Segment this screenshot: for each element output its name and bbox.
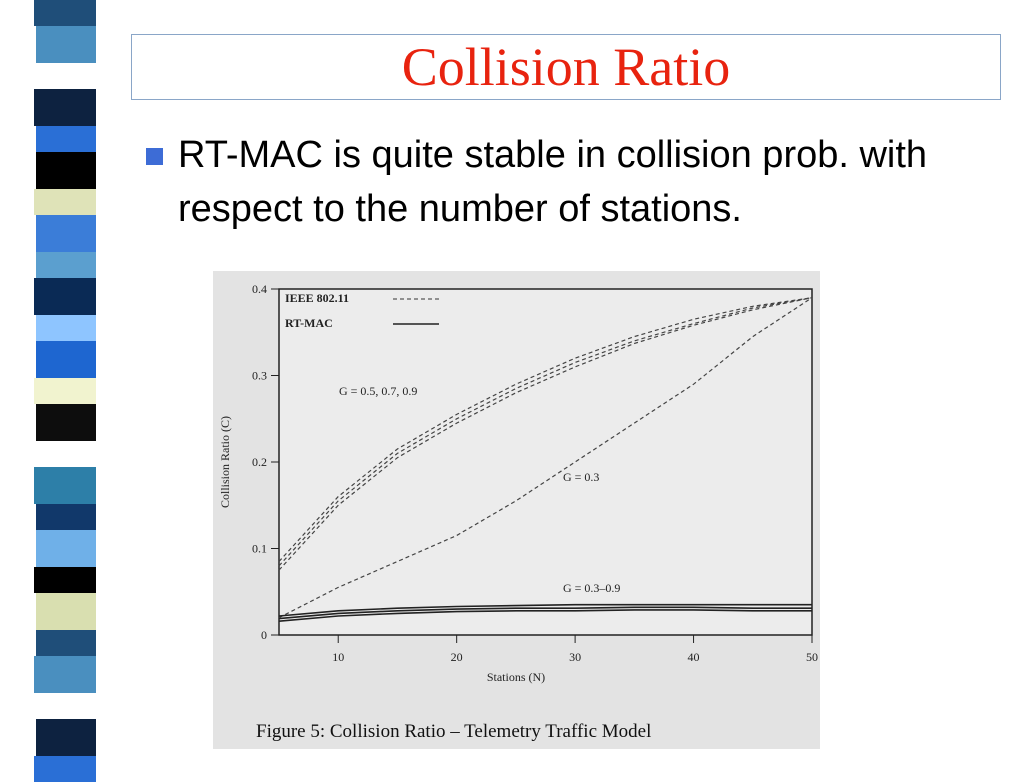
legend-label-ieee: IEEE 802.11	[285, 291, 349, 305]
stripe-band	[36, 504, 96, 530]
series-lines	[278, 297, 813, 622]
stripe-band	[34, 378, 96, 404]
collision-ratio-chart: 0 0.1 0.2 0.3 0.4 10 20 30 40 50 IEEE 802.11 RT-M…	[213, 271, 820, 749]
figure-caption: Figure 5: Collision Ratio – Telemetry Tr…	[256, 721, 651, 742]
stripe-band	[36, 693, 96, 719]
stripe-band	[36, 630, 96, 656]
stripe-band	[36, 404, 96, 441]
y-tick-label: 0.1	[252, 542, 267, 556]
plot-frame	[278, 288, 813, 636]
stripe-band	[34, 0, 96, 26]
stripe-band	[36, 719, 96, 756]
title-box: Collision Ratio	[131, 34, 1001, 100]
annotation-g-03: G = 0.3	[563, 470, 599, 484]
legend-label-rtmac: RT-MAC	[285, 316, 333, 330]
ieee-series-line	[278, 297, 813, 562]
stripe-band	[36, 126, 96, 152]
scanned-figure: 0 0.1 0.2 0.3 0.4 10 20 30 40 50 IEEE 802.11 RT-M…	[213, 271, 820, 749]
x-tick-label: 20	[451, 650, 463, 664]
bullet-square-icon	[146, 148, 163, 165]
y-tick-label: 0.2	[252, 455, 267, 469]
stripe-band	[34, 278, 96, 315]
ieee-series-line	[278, 297, 813, 567]
slide-title: Collision Ratio	[401, 37, 731, 97]
stripe-band	[34, 656, 96, 693]
stripe-band	[34, 467, 96, 504]
stripe-band	[36, 441, 96, 467]
stripe-band	[36, 215, 96, 252]
annotation-g-range: G = 0.3–0.9	[563, 581, 620, 595]
stripe-band	[36, 63, 96, 89]
ieee-series-line	[278, 297, 813, 571]
annotation-g-high: G = 0.5, 0.7, 0.9	[339, 384, 417, 398]
stripe-band	[34, 89, 96, 126]
rtmac-series-line	[278, 606, 812, 620]
legend: IEEE 802.11 RT-MAC	[285, 291, 439, 330]
stripe-band	[36, 315, 96, 341]
stripe-band	[36, 152, 96, 189]
stripe-band	[34, 189, 96, 215]
x-tick-label: 30	[569, 650, 581, 664]
y-axis-label: Collision Ratio (C)	[218, 416, 232, 508]
ieee-series-line	[278, 297, 813, 619]
stripe-band	[36, 593, 96, 630]
axis-ticks: 0 0.1 0.2 0.3 0.4 10 20 30 40 50	[252, 282, 818, 664]
x-axis-label: Stations (N)	[487, 670, 545, 684]
bullet-text: RT-MAC is quite stable in collision prob…	[178, 134, 928, 230]
y-tick-label: 0.3	[252, 369, 267, 383]
stripe-band	[36, 252, 96, 278]
stripe-band	[36, 530, 96, 567]
stripe-band	[34, 567, 96, 593]
rtmac-series-line	[278, 603, 812, 617]
y-tick-label: 0	[261, 628, 267, 642]
y-tick-label: 0.4	[252, 282, 267, 296]
x-tick-label: 10	[332, 650, 344, 664]
stripe-band	[34, 756, 96, 782]
rtmac-series-line	[278, 609, 812, 622]
x-tick-label: 50	[806, 650, 818, 664]
decorative-stripe	[0, 0, 100, 782]
stripe-band	[36, 341, 96, 378]
stripe-band	[36, 26, 96, 63]
x-tick-label: 40	[688, 650, 700, 664]
